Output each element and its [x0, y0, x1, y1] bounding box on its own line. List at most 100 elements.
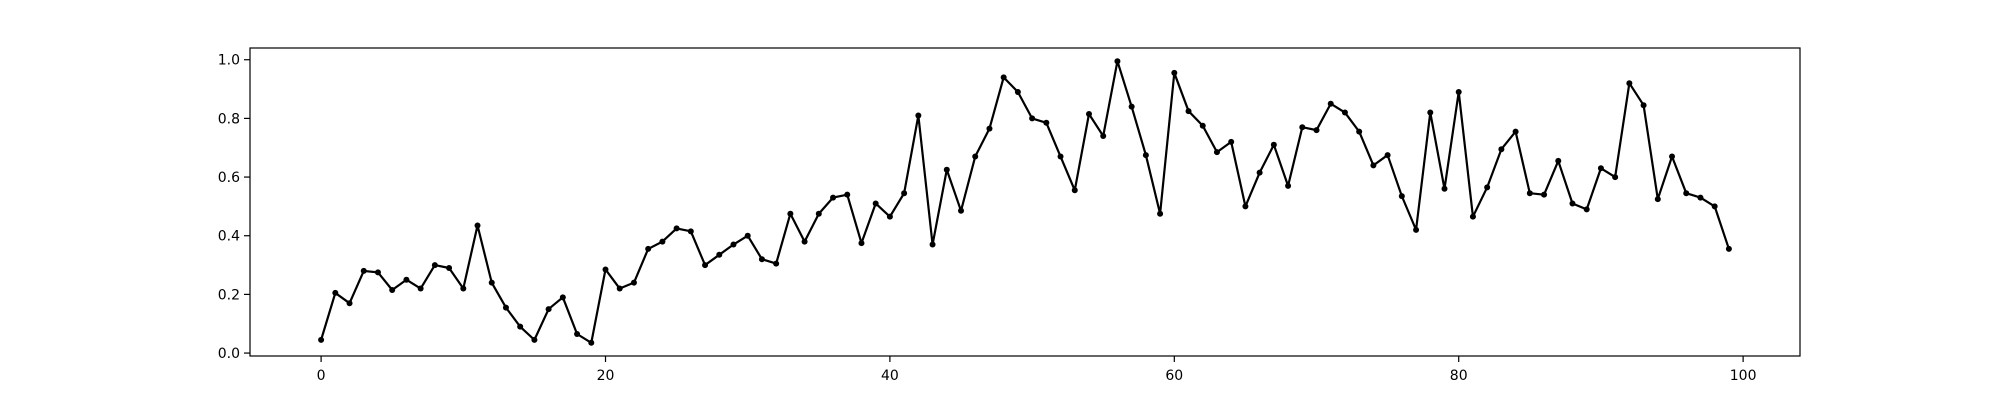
data-point — [1597, 165, 1604, 172]
data-point — [758, 256, 765, 263]
data-point — [389, 287, 396, 293]
y-tick-label: 0.4 — [218, 229, 240, 245]
data-point — [374, 269, 381, 276]
data-point — [730, 241, 737, 248]
data-point — [673, 225, 680, 232]
data-point — [1014, 89, 1021, 95]
data-point — [1142, 152, 1149, 159]
data-point — [1683, 190, 1690, 197]
data-point — [1043, 119, 1050, 126]
data-point — [1100, 133, 1107, 139]
y-tick-label: 0.2 — [218, 287, 240, 303]
data-point — [1469, 213, 1476, 220]
x-tick-label: 60 — [1165, 368, 1183, 384]
data-point — [1484, 184, 1491, 191]
data-point — [943, 166, 950, 173]
x-tick-label: 20 — [597, 368, 615, 384]
data-point — [460, 285, 467, 292]
y-tick-label: 0.0 — [218, 346, 240, 362]
data-point — [474, 222, 481, 229]
series-line — [320, 60, 1730, 344]
data-point — [1370, 162, 1377, 169]
y-tick-label: 0.8 — [218, 111, 240, 127]
data-point — [858, 240, 865, 247]
x-tick-label: 0 — [317, 368, 326, 384]
x-tick-label: 100 — [1730, 368, 1757, 384]
data-point — [1270, 141, 1277, 148]
data-point — [1128, 103, 1135, 110]
data-point — [1441, 185, 1448, 192]
data-point — [844, 191, 851, 198]
data-point — [1541, 191, 1548, 198]
x-tick-label: 40 — [881, 368, 899, 384]
data-point — [346, 300, 353, 307]
data-point — [929, 241, 936, 248]
data-point — [446, 265, 453, 271]
data-point — [1157, 210, 1164, 217]
data-point — [702, 262, 709, 269]
data-point — [360, 267, 367, 274]
data-point — [1029, 115, 1036, 122]
data-point — [830, 194, 837, 201]
data-point — [1512, 128, 1519, 135]
data-point — [972, 153, 979, 160]
data-point — [1000, 74, 1007, 81]
y-tick-label: 0.6 — [218, 170, 240, 186]
data-point — [872, 200, 879, 207]
data-point — [531, 336, 538, 343]
data-point — [915, 112, 922, 119]
data-point — [1455, 89, 1462, 95]
data-point — [403, 276, 410, 283]
data-point — [1213, 149, 1220, 156]
data-point — [559, 294, 566, 301]
data-point — [1725, 245, 1732, 252]
data-point — [1327, 100, 1334, 107]
data-point — [886, 213, 893, 220]
data-point — [574, 331, 581, 337]
data-point — [1071, 187, 1078, 194]
series-points — [318, 58, 1732, 346]
data-point — [1256, 169, 1263, 176]
data-point — [588, 339, 595, 346]
data-point — [502, 304, 509, 311]
data-point — [801, 238, 808, 245]
data-point — [1498, 146, 1505, 153]
data-point — [1526, 190, 1533, 197]
data-point — [1612, 174, 1619, 181]
data-point — [1199, 122, 1206, 129]
data-point — [1057, 153, 1064, 160]
plot-frame — [249, 47, 1801, 357]
data-point — [1711, 203, 1718, 210]
data-point — [744, 232, 751, 239]
y-axis-ticks: 0.0 0.2 0.4 0.6 0.8 1.0 — [218, 53, 250, 362]
data-point — [687, 228, 694, 235]
data-point — [1583, 206, 1590, 213]
data-point — [1697, 194, 1704, 201]
data-point — [1626, 80, 1633, 87]
data-point — [1313, 127, 1320, 134]
data-point — [488, 279, 495, 286]
data-point — [1640, 102, 1647, 109]
data-point — [1555, 157, 1562, 164]
data-point — [1341, 109, 1348, 116]
data-point — [901, 190, 908, 197]
x-axis-ticks: 0 20 40 60 80 100 — [317, 356, 1757, 384]
data-point — [645, 245, 652, 252]
x-tick-label: 80 — [1450, 368, 1468, 384]
data-point — [815, 210, 822, 217]
data-point — [602, 266, 609, 273]
data-point — [787, 210, 794, 217]
data-point — [773, 260, 780, 267]
data-point — [986, 125, 993, 132]
data-point — [332, 289, 339, 296]
data-point — [1299, 124, 1306, 131]
data-point — [1228, 138, 1235, 145]
data-point — [1413, 226, 1420, 233]
data-point — [1427, 109, 1434, 116]
data-point — [1085, 111, 1092, 117]
y-tick-label: 1.0 — [218, 53, 240, 69]
data-point — [616, 285, 623, 292]
data-point — [545, 306, 552, 313]
data-point — [318, 336, 325, 343]
